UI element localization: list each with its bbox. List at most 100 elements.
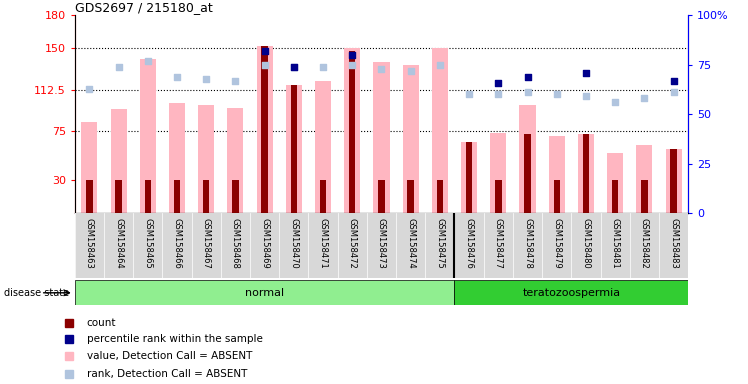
Text: GSM158480: GSM158480: [581, 218, 590, 269]
Bar: [262, 46, 268, 213]
Point: [84, 86, 96, 92]
Point: [434, 62, 446, 68]
Bar: [466, 142, 472, 213]
Bar: [75, 280, 455, 305]
Text: GSM158473: GSM158473: [377, 218, 386, 269]
Point: [667, 78, 679, 84]
Bar: [437, 180, 443, 213]
Point: [259, 62, 271, 68]
Bar: [432, 48, 448, 213]
Point: [346, 62, 358, 68]
Bar: [144, 180, 151, 213]
Text: GSM158468: GSM158468: [231, 218, 240, 269]
Bar: [315, 81, 331, 213]
Bar: [583, 134, 589, 213]
Text: GSM158477: GSM158477: [494, 218, 503, 269]
Bar: [227, 108, 244, 213]
Point: [521, 74, 533, 80]
Point: [667, 89, 679, 96]
Bar: [607, 153, 623, 213]
Text: GSM158464: GSM158464: [114, 218, 123, 269]
Bar: [578, 134, 594, 213]
Text: rank, Detection Call = ABSENT: rank, Detection Call = ABSENT: [87, 369, 247, 379]
Text: disease state: disease state: [4, 288, 69, 298]
Point: [200, 76, 212, 82]
Point: [230, 78, 242, 84]
Point: [609, 99, 621, 106]
Bar: [320, 180, 326, 213]
Point: [492, 79, 504, 86]
Bar: [455, 280, 688, 305]
Point: [463, 91, 475, 98]
Point: [521, 89, 533, 96]
Bar: [232, 180, 239, 213]
Text: GSM158479: GSM158479: [552, 218, 561, 269]
Bar: [490, 133, 506, 213]
Text: GSM158478: GSM158478: [523, 218, 532, 269]
Text: GSM158476: GSM158476: [465, 218, 473, 269]
Bar: [111, 109, 126, 213]
Bar: [524, 134, 531, 213]
Text: GSM158481: GSM158481: [610, 218, 619, 269]
Bar: [373, 61, 390, 213]
Point: [492, 91, 504, 98]
Bar: [86, 180, 93, 213]
Point: [346, 52, 358, 58]
Point: [375, 66, 387, 72]
Point: [405, 68, 417, 74]
Bar: [554, 180, 560, 213]
Bar: [402, 65, 419, 213]
Text: GSM158466: GSM158466: [173, 218, 182, 269]
Text: GSM158471: GSM158471: [319, 218, 328, 269]
Bar: [291, 84, 297, 213]
Text: GSM158483: GSM158483: [669, 218, 678, 269]
Bar: [612, 180, 619, 213]
Text: value, Detection Call = ABSENT: value, Detection Call = ABSENT: [87, 351, 252, 361]
Point: [259, 48, 271, 54]
Bar: [286, 84, 302, 213]
Text: GDS2697 / 215180_at: GDS2697 / 215180_at: [75, 1, 212, 14]
Bar: [115, 180, 122, 213]
Bar: [169, 103, 185, 213]
Point: [317, 64, 329, 70]
Bar: [140, 59, 156, 213]
Point: [638, 95, 650, 101]
Bar: [666, 149, 681, 213]
Bar: [257, 46, 273, 213]
Bar: [82, 122, 97, 213]
Text: count: count: [87, 318, 116, 328]
Point: [171, 74, 183, 80]
Bar: [641, 180, 648, 213]
Text: GSM158482: GSM158482: [640, 218, 649, 269]
Text: GSM158463: GSM158463: [85, 218, 94, 269]
Bar: [549, 136, 565, 213]
Text: teratozoospermia: teratozoospermia: [522, 288, 620, 298]
Text: GSM158469: GSM158469: [260, 218, 269, 269]
Point: [142, 58, 154, 64]
Bar: [408, 180, 414, 213]
Text: GSM158465: GSM158465: [144, 218, 153, 269]
Text: GSM158470: GSM158470: [289, 218, 298, 269]
Text: normal: normal: [245, 288, 284, 298]
Point: [288, 64, 300, 70]
Text: percentile rank within the sample: percentile rank within the sample: [87, 334, 263, 344]
Point: [551, 91, 562, 98]
Bar: [344, 48, 361, 213]
Bar: [520, 106, 536, 213]
Bar: [349, 51, 355, 213]
Text: GSM158475: GSM158475: [435, 218, 444, 269]
Bar: [495, 180, 501, 213]
Bar: [378, 180, 384, 213]
Text: GSM158472: GSM158472: [348, 218, 357, 269]
Bar: [174, 180, 180, 213]
Bar: [203, 180, 209, 213]
Bar: [637, 145, 652, 213]
Point: [580, 70, 592, 76]
Text: GSM158467: GSM158467: [202, 218, 211, 269]
Bar: [198, 106, 214, 213]
Point: [580, 93, 592, 99]
Point: [288, 64, 300, 70]
Bar: [461, 142, 477, 213]
Point: [113, 64, 125, 70]
Bar: [670, 149, 677, 213]
